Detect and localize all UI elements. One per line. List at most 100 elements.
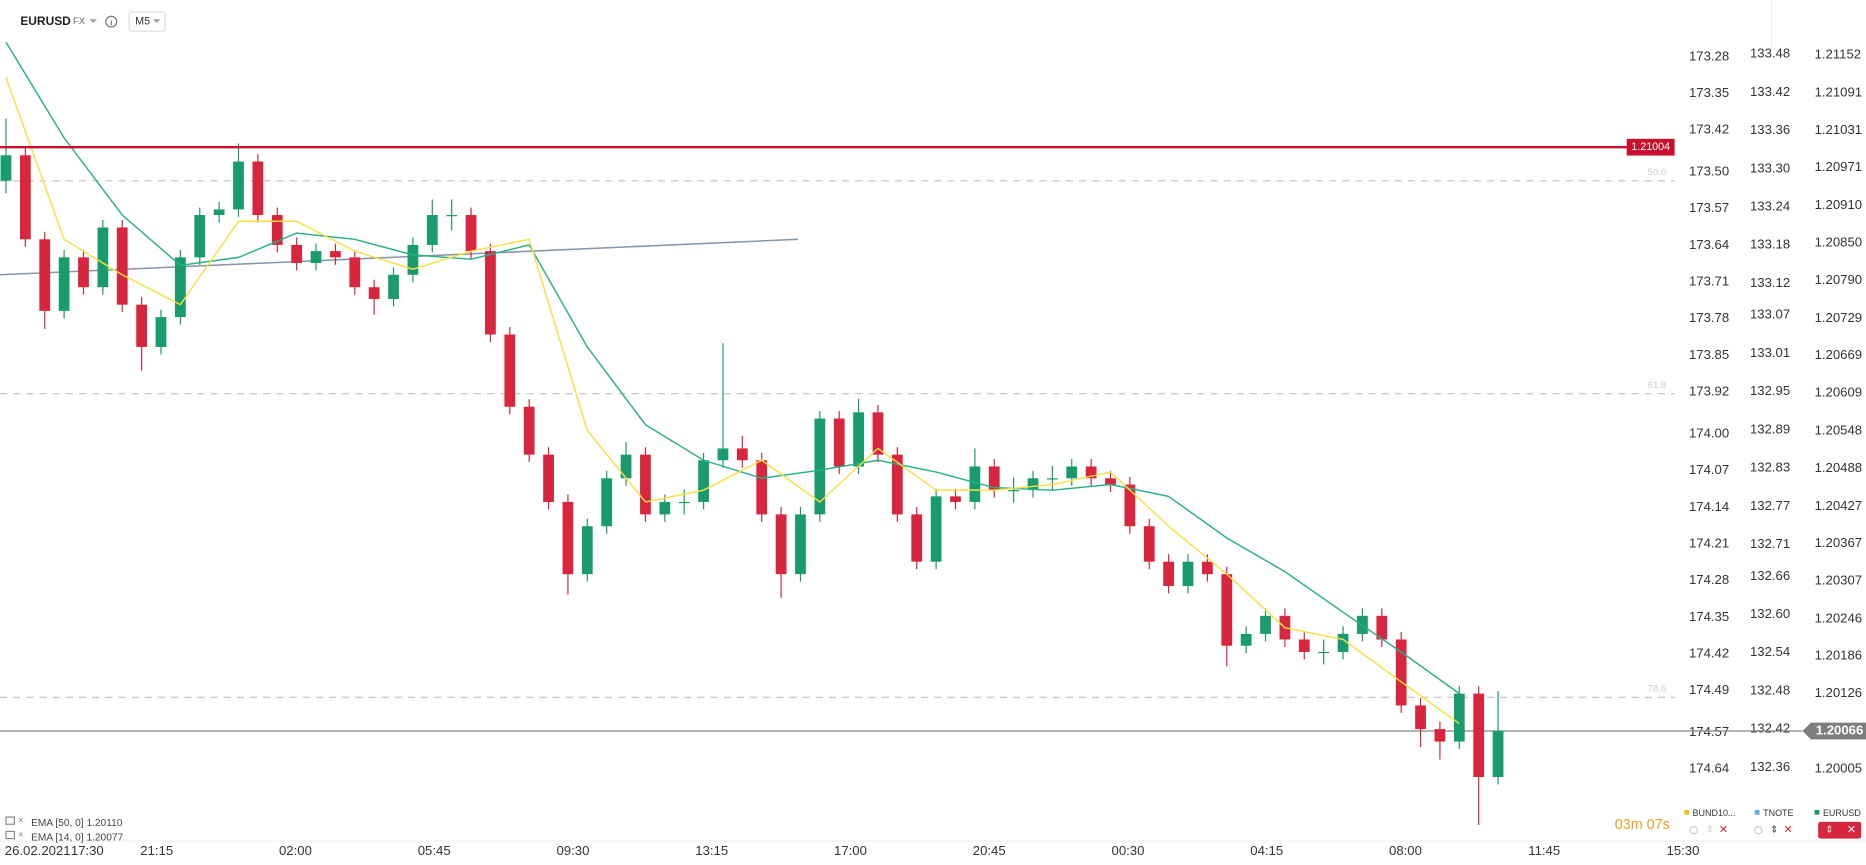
visibility-icon[interactable]: [1754, 826, 1763, 835]
y-tick-label: 1.20548: [1815, 422, 1863, 437]
x-tick-label: 17:00: [834, 843, 867, 858]
candle-body: [426, 215, 438, 245]
indicator-remove[interactable]: ×: [18, 815, 24, 826]
candle-body: [1182, 561, 1194, 586]
y-tick-label: 133.18: [1750, 237, 1790, 252]
indicator-legend-label: EMA [50, 0] 1.20110: [31, 818, 123, 829]
trendline: [0, 238, 798, 276]
y-tick-label: 132.60: [1750, 606, 1790, 621]
fib-label: 61.8: [1648, 380, 1667, 391]
y-tick-label: 173.42: [1689, 122, 1729, 137]
market: FX: [73, 16, 86, 27]
remove-icon[interactable]: ✕: [1719, 824, 1728, 836]
y-tick-label: 1.20609: [1815, 385, 1863, 400]
y-tick-label: 133.30: [1750, 160, 1790, 175]
y-tick-label: 174.64: [1689, 761, 1729, 776]
info-icon[interactable]: [105, 15, 118, 28]
interval[interactable]: M5: [135, 15, 150, 27]
x-tick-label: 20:45: [973, 843, 1006, 858]
y-tick-label: 174.07: [1689, 462, 1729, 477]
candle-body: [1027, 478, 1039, 491]
candle-body: [252, 161, 264, 216]
active-series-controls[interactable]: [1818, 821, 1862, 839]
x-tick-label: 02:00: [279, 843, 312, 858]
candle-body: [407, 244, 419, 275]
candle-body: [446, 215, 458, 217]
candle-body: [988, 466, 1000, 491]
y-tick-label: 173.28: [1689, 48, 1729, 63]
market-dropdown[interactable]: [89, 19, 97, 23]
remove-icon[interactable]: ✕: [1847, 824, 1856, 836]
fib-label: 50.0: [1648, 167, 1667, 178]
candle-body: [717, 448, 729, 461]
candle-body: [155, 317, 167, 347]
current-price-tag: [1802, 722, 1866, 740]
visibility-icon[interactable]: [1689, 826, 1698, 835]
indicator-remove[interactable]: ×: [18, 830, 24, 841]
legend-label: TNOTE: [1763, 808, 1793, 818]
candle-body: [1337, 633, 1349, 652]
indicator-icon[interactable]: [5, 816, 15, 825]
candle-body: [659, 501, 671, 515]
legend-label: EURUSD: [1823, 808, 1861, 818]
order-icon[interactable]: ⇕: [1825, 825, 1833, 836]
indicator-name: EMA [14, 0]: [31, 832, 84, 843]
y-tick-label: 1.20850: [1815, 235, 1863, 250]
y-tick-label: 173.71: [1689, 274, 1729, 289]
interval-dropdown[interactable]: [153, 19, 161, 23]
order-icon[interactable]: ⇕: [1770, 825, 1778, 836]
resistance-tag: [1626, 138, 1675, 156]
candle-body: [678, 501, 690, 504]
candle-body: [775, 514, 787, 575]
candle-body: [930, 496, 942, 562]
y-tick-label: 173.57: [1689, 200, 1729, 215]
y-tick-label: 1.21152: [1815, 47, 1862, 62]
x-tick-label: 17:30: [71, 843, 104, 858]
y-tick-label: 133.48: [1750, 46, 1790, 61]
candle-body: [330, 251, 341, 258]
indicator-name: EMA [50, 0]: [31, 818, 84, 829]
candle-body: [58, 257, 70, 311]
y-tick-label: 1.20186: [1815, 648, 1863, 663]
legend-swatch: [1814, 809, 1820, 815]
y-tick-label: 174.35: [1689, 609, 1729, 624]
candle-body: [116, 227, 128, 305]
x-tick-label: 00:30: [1112, 843, 1145, 858]
candle-body: [136, 304, 148, 347]
indicator-legend: × ×: [5, 815, 24, 841]
candle-body: [1124, 484, 1136, 527]
interval-select[interactable]: [128, 11, 166, 32]
y-tick-label: 1.20488: [1815, 460, 1863, 475]
y-tick-label: 1.21091: [1815, 85, 1863, 100]
legend-swatch: [1754, 809, 1760, 815]
y-tick-label: 174.49: [1689, 682, 1729, 697]
y-tick-label: 1.20005: [1815, 760, 1863, 775]
candle-body: [194, 215, 206, 258]
x-tick-label: 09:30: [557, 843, 590, 858]
resistance-label: 1.21004: [1631, 141, 1670, 153]
remove-icon[interactable]: ✕: [1783, 824, 1792, 836]
candle-body: [1202, 561, 1213, 575]
candle-body: [1453, 693, 1465, 742]
candle-body: [504, 334, 516, 407]
symbol[interactable]: EURUSD: [20, 14, 71, 28]
candle-body: [1046, 478, 1058, 480]
y-tick-label: 174.00: [1689, 425, 1729, 440]
y-tick-label: 174.42: [1689, 646, 1729, 661]
candle-body: [1221, 574, 1233, 646]
y-tick-label: 1.20307: [1815, 572, 1863, 587]
order-icon[interactable]: ⇕: [1706, 825, 1714, 836]
y-tick-label: 1.20367: [1815, 535, 1863, 550]
candle-body: [1298, 639, 1310, 652]
legend-label: BUND10...: [1693, 808, 1736, 818]
y-tick-label: 133.07: [1750, 307, 1790, 322]
candle-body: [698, 460, 709, 502]
candle-body: [1415, 705, 1426, 730]
candle-body: [1085, 466, 1097, 479]
y-tick-label: 133.42: [1750, 84, 1790, 99]
indicator-icon[interactable]: [5, 830, 15, 840]
y-tick-label: 132.83: [1750, 460, 1790, 475]
fib-label: 78.6: [1648, 684, 1667, 695]
